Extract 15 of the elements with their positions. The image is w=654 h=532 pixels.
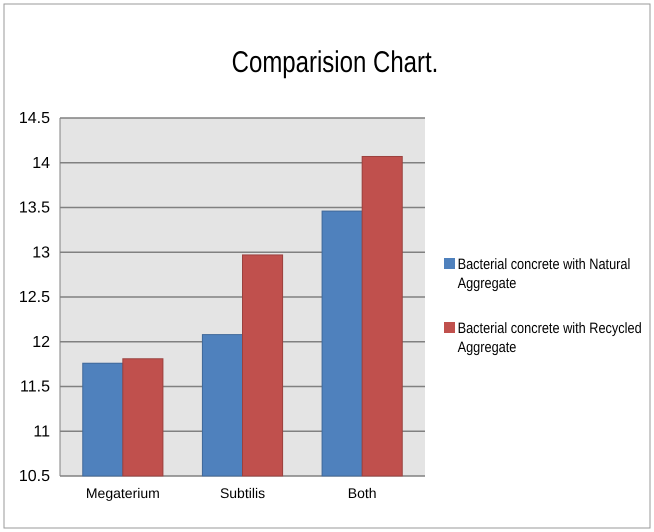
y-tick-label: 14.5 [18,110,50,128]
y-tick-label: 13.5 [18,200,50,217]
y-tick-label: 10.5 [18,468,50,486]
y-tick-label: 13 [32,244,50,262]
x-tick-label: Megaterium [86,484,160,501]
x-tick-label: Both [348,484,377,501]
y-tick-label: 12 [32,334,50,351]
y-tick-label: 11 [33,423,50,440]
x-tick-label: Subtilis [220,484,266,501]
y-tick-label: 14 [32,154,50,172]
legend-label: Bacterial concrete with Natural Aggregate [458,254,630,292]
chart-title: Comparision Chart. [232,44,438,79]
y-tick-label: 11.5 [20,378,50,396]
legend-label: Bacterial concrete with Recycled Aggregate [458,318,642,356]
y-tick-label: 12.5 [18,289,50,306]
